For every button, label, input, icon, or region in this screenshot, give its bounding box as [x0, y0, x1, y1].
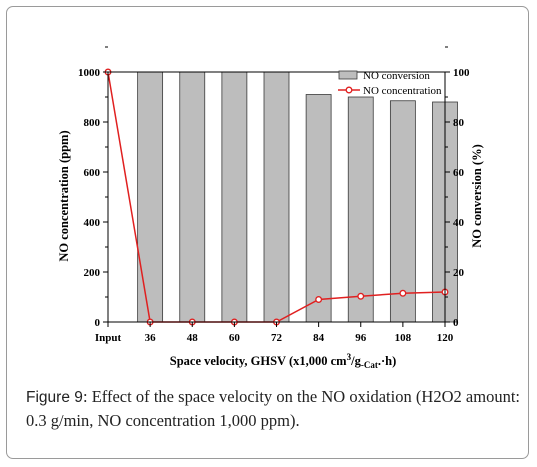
legend-swatch-no-conversion	[338, 70, 358, 80]
y-left-tick-label: 800	[84, 117, 101, 129]
bar-no-conversion-48	[179, 71, 206, 323]
y-left-tick-label: 400	[84, 217, 101, 229]
bar-no-conversion-60	[221, 71, 248, 323]
chart: 0 200 400 600 800 1000 0 20 40 60 80 100 Input 36 48 60…	[57, 46, 484, 370]
x-tick-label-Input: Input	[95, 332, 122, 344]
point-no-concentration-84	[315, 296, 323, 303]
point-no-concentration-108	[399, 289, 407, 297]
y-left-tick-label: 600	[84, 167, 101, 179]
x-tick-label-72: 72	[271, 332, 283, 344]
x-tick-label-36: 36	[145, 332, 157, 344]
y-left-tick-label: 0	[95, 317, 101, 329]
x-axis-label: Space velocity, GHSV (x1,000 cm3/g-Cat.·…	[170, 352, 397, 370]
y-left-tick-label: 200	[84, 267, 101, 279]
legend: NO conversion NO concentration	[338, 70, 442, 97]
legend-label-no-conversion: NO conversion	[363, 70, 430, 82]
y-right-tick-label: 40	[453, 217, 465, 229]
y-right-tick-label: 100	[453, 67, 470, 79]
figure-caption: Figure 9: Effect of the space velocity o…	[26, 385, 520, 432]
x-tick-label-48: 48	[187, 332, 199, 344]
y-right-tick-label: 60	[453, 167, 465, 179]
caption-label: Figure 9	[26, 389, 83, 406]
x-tick-label-120: 120	[437, 332, 454, 344]
legend-label-no-concentration: NO concentration	[363, 85, 442, 97]
bar-no-conversion-108	[389, 100, 416, 323]
y-left-tick-label: 1000	[78, 67, 101, 79]
axes	[103, 46, 450, 327]
y-axis-right-label: NO conversion (%)	[470, 144, 484, 247]
y-right-tick-label: 0	[453, 317, 459, 329]
bar-no-conversion-84	[305, 94, 332, 323]
caption-text: : Effect of the space velocity on the NO…	[26, 387, 520, 430]
bar-no-conversion-36	[137, 71, 164, 323]
y-right-tick-label: 80	[453, 117, 465, 129]
y-axis-left-label: NO concentration (ppm)	[57, 130, 71, 261]
bar-no-conversion-96	[347, 96, 374, 323]
bar-no-conversion-72	[263, 71, 290, 323]
x-tick-label-60: 60	[229, 332, 241, 344]
x-tick-label-108: 108	[395, 332, 412, 344]
y-right-tick-label: 20	[453, 267, 465, 279]
x-tick-label-96: 96	[355, 332, 367, 344]
point-no-concentration-96	[357, 292, 365, 300]
x-tick-label-84: 84	[313, 332, 325, 344]
bar-series-no-conversion	[137, 71, 458, 323]
legend-marker-no-concentration	[345, 86, 353, 94]
tick-labels: 0 200 400 600 800 1000 0 20 40 60 80 100 Input 36 48 60…	[78, 67, 470, 344]
